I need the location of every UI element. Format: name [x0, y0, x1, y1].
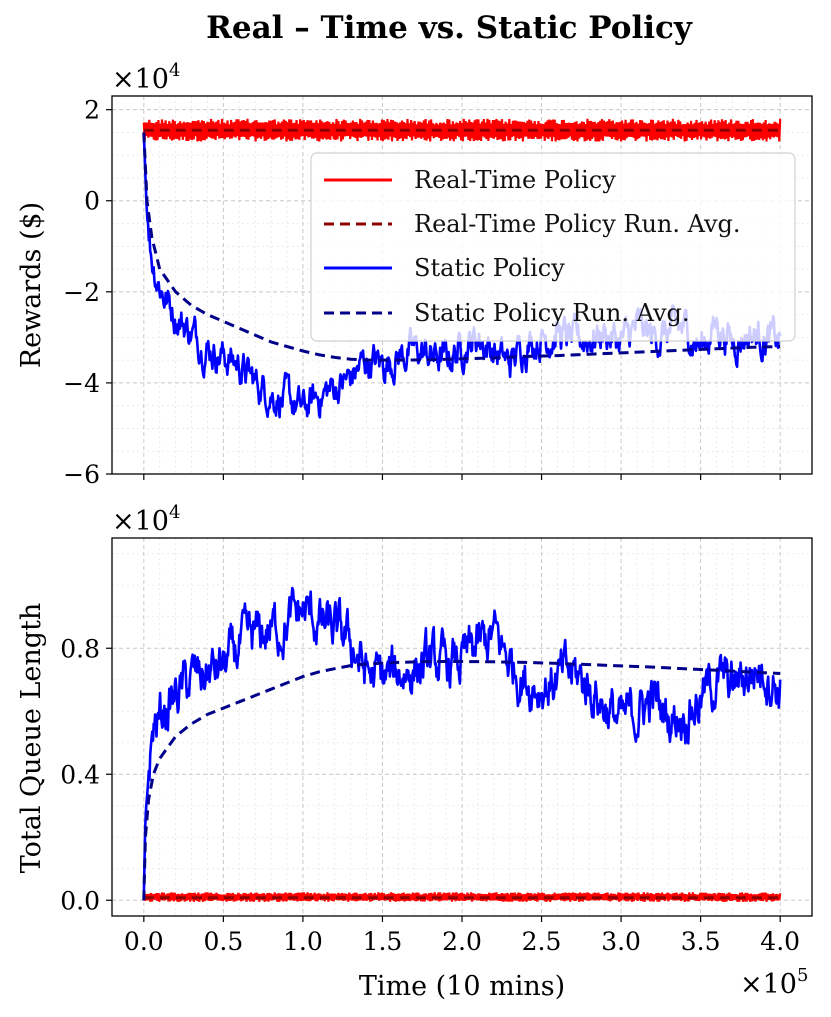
queue-ticks: 0.0 0.5 1.0 1.5 2.0 2.5 3.0 3.5 4.0 0.0 0.4 0.8 [60, 634, 800, 956]
rewards-series-static-policy-run-avg [142, 132, 781, 362]
x-tick-label: 3.5 [681, 927, 721, 956]
x-offset-base: ×10 [740, 969, 797, 1000]
x-tick-label: 0.0 [124, 927, 164, 956]
x-tick-label: 2.5 [522, 927, 562, 956]
rewards-y-tick-label: 2 [84, 96, 100, 125]
x-offset: ×105 [740, 965, 808, 1000]
rewards-y-tick-label: 0 [84, 187, 100, 216]
legend: Real-Time Policy Real-Time Policy Run. A… [310, 152, 796, 342]
rewards-y-tick-label: −4 [63, 369, 100, 398]
rewards-y-offset: ×104 [112, 60, 180, 95]
queue-y-offset-base: ×10 [112, 506, 169, 537]
queue-series-static-policy [142, 586, 782, 899]
x-axis-label: Time (10 mins) [359, 971, 565, 1002]
x-tick-label: 1.5 [363, 927, 403, 956]
rewards-y-tick-label: −2 [63, 278, 100, 307]
queue-y-tick-label: 0.8 [60, 634, 100, 663]
queue-y-tick-label: 0.0 [60, 886, 100, 915]
rewards-y-offset-base: ×10 [112, 64, 169, 95]
legend-label-static: Static Policy [414, 254, 565, 282]
legend-box [310, 152, 796, 342]
legend-label-real-time: Real-Time Policy [414, 166, 616, 194]
rewards-y-offset-exp: 4 [169, 60, 180, 81]
x-tick-label: 1.0 [283, 927, 323, 956]
rewards-y-tick-label: −6 [63, 460, 100, 489]
legend-label-real-time-avg: Real-Time Policy Run. Avg. [414, 210, 741, 238]
x-offset-exp: 5 [797, 965, 808, 986]
rewards-panel: −6 −4 −2 0 2 ×104 Rewards ($) Real-Time Poli… [16, 60, 813, 489]
queue-series [142, 586, 782, 902]
x-tick-label: 3.0 [601, 927, 641, 956]
x-tick-label: 4.0 [760, 927, 800, 956]
queue-series-static-policy-run-avg [142, 660, 781, 901]
figure-title: Real – Time vs. Static Policy [206, 10, 693, 46]
queue-grid [112, 538, 812, 916]
queue-y-tick-label: 0.4 [60, 760, 100, 789]
rewards-series-real-time-policy [142, 118, 782, 142]
queue-y-offset: ×104 [112, 502, 180, 537]
queue-y-offset-exp: 4 [169, 502, 180, 523]
queue-y-axis-label: Total Queue Length [16, 603, 47, 874]
rewards-y-axis-label: Rewards ($) [16, 202, 47, 368]
x-tick-label: 0.5 [203, 927, 243, 956]
queue-panel: 0.0 0.5 1.0 1.5 2.0 2.5 3.0 3.5 4.0 0.0 0.4 0.8 ×10… [16, 502, 813, 1002]
legend-label-static-avg: Static Policy Run. Avg. [414, 299, 690, 327]
rewards-ticks: −6 −4 −2 0 2 [63, 96, 781, 489]
x-tick-label: 2.0 [442, 927, 482, 956]
